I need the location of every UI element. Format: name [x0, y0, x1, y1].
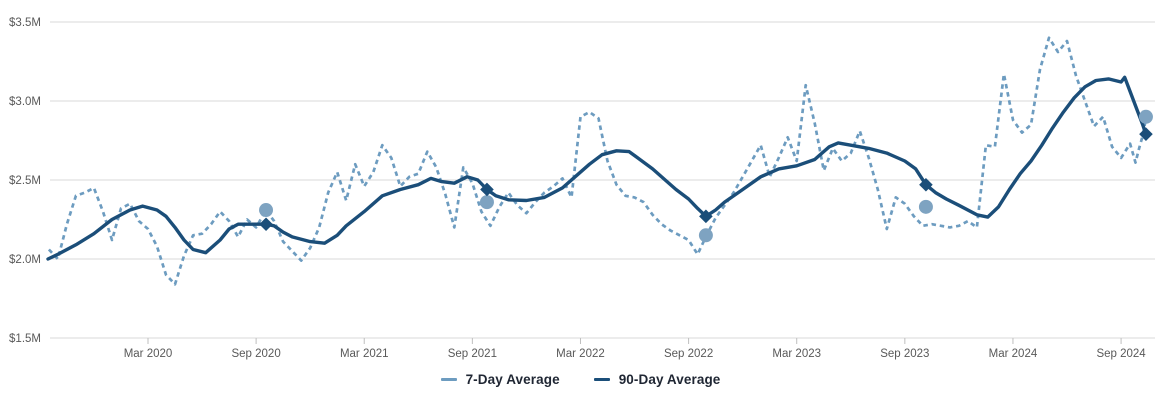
legend-item-7-day-average[interactable]: 7-Day Average — [440, 372, 560, 387]
x-axis-label: Sep 2023 — [880, 348, 929, 360]
seven-day-legend-swatch-icon — [440, 378, 457, 381]
ninety-day-spot-marker[interactable] — [699, 209, 713, 224]
seven-day-spot-marker[interactable] — [698, 228, 713, 243]
y-axis-label: $1.5M — [9, 333, 41, 345]
chart-legend: 7-Day Average 90-Day Average — [0, 372, 1161, 387]
y-axis-label: $3.0M — [9, 96, 41, 108]
ninety-day-spot-marker[interactable] — [919, 177, 933, 192]
x-axis-label: Sep 2020 — [231, 348, 280, 360]
seven-day-average-line — [47, 36, 1148, 286]
ninety-day-legend-swatch-icon — [593, 378, 610, 381]
ninety-day-spot-marker[interactable] — [480, 182, 494, 197]
seven-day-spot-marker[interactable] — [918, 199, 933, 214]
x-axis-label: Sep 2024 — [1096, 348, 1146, 360]
ninety-day-spot-marker[interactable] — [259, 217, 273, 232]
x-axis-label: Sep 2022 — [664, 348, 713, 360]
x-axis-label: Mar 2022 — [556, 348, 605, 360]
y-axis-label: $2.5M — [9, 175, 41, 187]
seven-day-spot-marker[interactable] — [259, 203, 274, 218]
seven-day-spot-marker[interactable] — [1138, 109, 1153, 124]
x-axis-label: Mar 2021 — [340, 348, 389, 360]
x-axis-label: Mar 2020 — [124, 348, 173, 360]
y-axis-label: $3.5M — [9, 17, 41, 29]
ninety-day-spot-marker[interactable] — [1139, 127, 1153, 141]
x-axis-label: Sep 2021 — [448, 348, 497, 360]
ninety-day-legend-label: 90-Day Average — [618, 372, 721, 387]
x-axis-label: Mar 2023 — [772, 348, 821, 360]
legend-item-90-day-average[interactable]: 90-Day Average — [593, 372, 721, 387]
seven-day-legend-label: 7-Day Average — [465, 372, 560, 387]
seven-day-spot-marker[interactable] — [479, 195, 494, 210]
y-axis-label: $2.0M — [9, 254, 41, 266]
x-axis-label: Mar 2024 — [989, 348, 1038, 360]
ninety-day-average-line — [46, 75, 1148, 261]
